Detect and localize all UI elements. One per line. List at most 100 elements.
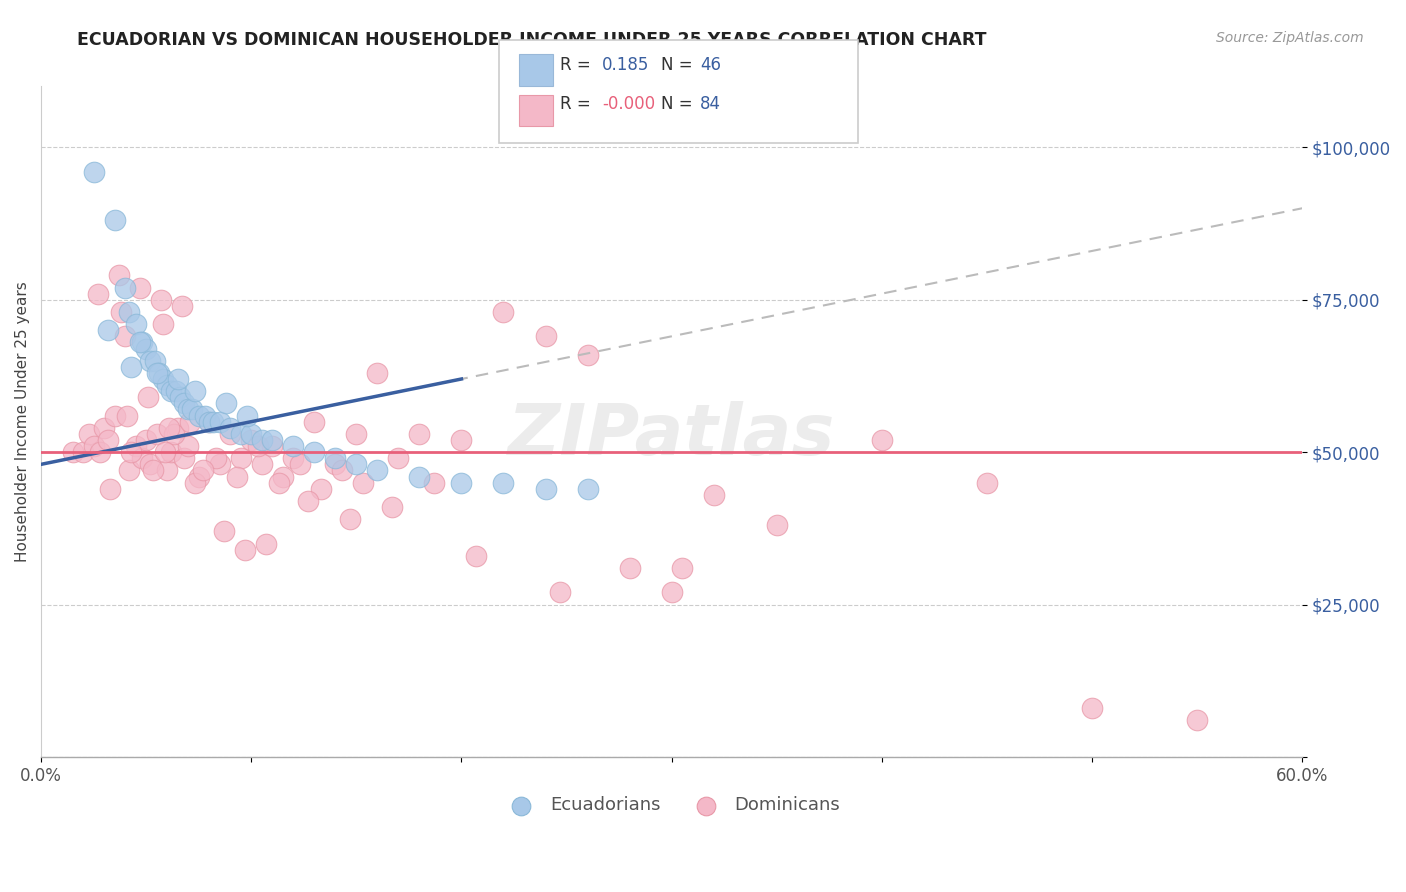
Point [233, 542, 256, 557]
Point [219, 421, 242, 435]
Point [160, 445, 183, 459]
Point [344, 458, 367, 472]
Text: Source: ZipAtlas.com: Source: ZipAtlas.com [1216, 31, 1364, 45]
Point [492, 305, 515, 319]
Point [304, 445, 326, 459]
Point [173, 451, 195, 466]
Point [166, 421, 188, 435]
Point [208, 458, 231, 472]
Point [262, 433, 284, 447]
Point [330, 463, 353, 477]
Point [344, 426, 367, 441]
Point [576, 482, 599, 496]
Point [153, 445, 176, 459]
Point [128, 280, 150, 294]
Point [187, 409, 209, 423]
Point [219, 426, 242, 441]
Point [576, 348, 599, 362]
Point [181, 402, 204, 417]
Point [548, 585, 571, 599]
Point [97, 323, 120, 337]
Point [104, 409, 127, 423]
Point [83, 164, 105, 178]
Point [121, 359, 143, 374]
Point [93, 421, 115, 435]
Point [136, 390, 159, 404]
Point [149, 293, 172, 307]
Text: R =: R = [560, 56, 591, 74]
Point [170, 299, 193, 313]
Point [183, 384, 205, 399]
Point [179, 415, 201, 429]
Point [225, 469, 247, 483]
Point [271, 469, 294, 483]
Point [309, 482, 332, 496]
Point [169, 390, 191, 404]
Point [110, 305, 132, 319]
Point [143, 353, 166, 368]
Point [240, 433, 263, 447]
Point [661, 585, 683, 599]
Text: N =: N = [661, 95, 692, 113]
Point [118, 463, 141, 477]
Point [173, 396, 195, 410]
Point [465, 549, 488, 563]
Point [156, 463, 179, 477]
Point [325, 458, 347, 472]
Point [450, 475, 472, 490]
Point [423, 475, 446, 490]
Text: 46: 46 [700, 56, 721, 74]
Point [246, 439, 269, 453]
Point [250, 458, 273, 472]
Point [450, 433, 472, 447]
Point [619, 561, 641, 575]
Point [204, 451, 226, 466]
Point [114, 280, 136, 294]
Point [215, 396, 238, 410]
Point [198, 415, 221, 429]
Point [304, 415, 326, 429]
Point [236, 409, 259, 423]
Point [870, 433, 893, 447]
Point [135, 433, 157, 447]
Point [121, 445, 143, 459]
Point [117, 409, 139, 423]
Point [408, 426, 430, 441]
Text: 0.185: 0.185 [602, 56, 650, 74]
Point [339, 512, 361, 526]
Point [145, 366, 167, 380]
Point [198, 415, 221, 429]
Point [125, 317, 148, 331]
Point [131, 335, 153, 350]
Point [240, 426, 263, 441]
Point [125, 439, 148, 453]
Point [152, 372, 174, 386]
Point [87, 286, 110, 301]
Point [492, 475, 515, 490]
Point [229, 451, 252, 466]
Point [166, 372, 188, 386]
Point [202, 415, 225, 429]
Point [157, 421, 180, 435]
Point [208, 415, 231, 429]
Text: -0.000: -0.000 [602, 95, 655, 113]
Point [145, 426, 167, 441]
Point [72, 445, 94, 459]
Point [1081, 701, 1104, 715]
Point [534, 482, 557, 496]
Point [135, 342, 157, 356]
Point [283, 451, 305, 466]
Text: N =: N = [661, 56, 692, 74]
Point [534, 329, 557, 343]
Point [703, 488, 725, 502]
Point [325, 451, 347, 466]
Point [1185, 714, 1208, 728]
Point [381, 500, 404, 514]
Point [108, 268, 131, 283]
Point [148, 366, 170, 380]
Point [671, 561, 693, 575]
Point [141, 463, 163, 477]
Point [267, 475, 290, 490]
Point [250, 433, 273, 447]
Point [160, 384, 183, 399]
